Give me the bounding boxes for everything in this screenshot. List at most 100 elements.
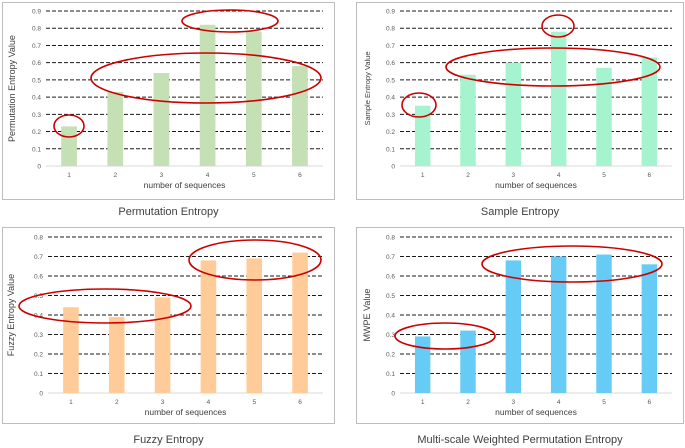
bar-sample-4 [550,31,567,166]
y-axis-title-mwpe: MWPE Value [362,289,372,342]
bar-fuzzy-4 [200,260,217,393]
x-tick-label-permutation: 5 [252,172,256,179]
bar-permutation-2 [107,91,124,166]
x-tick-label-fuzzy: 3 [161,399,165,406]
chart-title-sample: Sample Entropy [480,206,560,218]
y-tick-label-sample: 0.4 [386,95,395,102]
x-axis-title-mwpe: number of sequences [495,407,577,417]
x-tick-label-mwpe: 2 [466,399,470,406]
y-tick-label-sample: 0.2 [386,129,395,136]
y-tick-label-fuzzy: 0.4 [34,313,43,320]
y-tick-label-fuzzy: 0.1 [34,371,43,378]
y-tick-label-sample: 0.1 [386,146,395,153]
bar-fuzzy-2 [108,316,125,393]
y-tick-label-permutation: 0.7 [32,43,41,50]
x-tick-label-permutation: 1 [67,172,71,179]
y-tick-label-fuzzy: 0.6 [34,274,43,281]
x-tick-label-sample: 5 [602,172,606,179]
highlight-ellipse-sample-3 [541,14,575,38]
highlight-ellipse-sample-1 [401,92,437,118]
y-tick-label-fuzzy: 0 [39,391,43,398]
x-tick-label-fuzzy: 2 [115,399,119,406]
x-tick-label-permutation: 4 [206,172,210,179]
bar-fuzzy-5 [246,258,263,393]
y-tick-label-fuzzy: 0.5 [34,293,43,300]
bar-mwpe-1 [414,336,431,393]
highlight-ellipse-permutation-3 [181,9,279,33]
bar-mwpe-5 [596,254,612,393]
x-tick-label-mwpe: 1 [421,399,425,406]
highlight-ellipse-permutation-2 [90,52,322,104]
chart-title-permutation: Permutation Entropy [118,206,219,218]
y-tick-label-mwpe: 0.5 [386,293,395,300]
y-tick-label-fuzzy: 0.7 [34,254,43,261]
y-tick-label-mwpe: 0.4 [386,313,395,320]
x-axis-title-fuzzy: number of sequences [145,407,227,417]
highlight-ellipse-sample-2 [445,47,661,87]
y-tick-label-fuzzy: 0.2 [34,352,43,359]
y-axis-title-fuzzy: Fuzzy Entropy Value [6,274,16,356]
x-tick-label-mwpe: 6 [648,399,652,406]
x-axis-title-permutation: number of sequences [144,180,226,190]
chart-title-mwpe: Multi-scale Weighted Permutation Entropy [417,434,623,446]
x-tick-label-fuzzy: 5 [252,399,256,406]
bar-permutation-5 [245,31,262,166]
y-tick-label-sample: 0.8 [386,26,395,33]
x-tick-label-permutation: 2 [113,172,117,179]
y-tick-label-fuzzy: 0.8 [34,235,43,242]
x-tick-label-mwpe: 5 [602,399,606,406]
y-tick-label-sample: 0.7 [386,43,395,50]
x-tick-label-fuzzy: 1 [69,399,73,406]
highlight-ellipse-fuzzy-1 [18,288,192,324]
y-tick-label-permutation: 0.6 [32,60,41,67]
y-tick-label-permutation: 0.2 [32,129,41,136]
x-axis-title-sample: number of sequences [495,180,577,190]
y-tick-label-sample: 0.5 [386,77,395,84]
x-tick-label-sample: 6 [648,172,652,179]
y-tick-label-sample: 0.3 [386,112,395,119]
bar-sample-3 [505,62,522,166]
bar-permutation-3 [153,73,170,166]
y-tick-label-mwpe: 0.1 [386,371,395,378]
y-tick-label-mwpe: 0 [391,391,395,398]
bar-mwpe-4 [550,256,567,393]
bar-mwpe-6 [641,264,658,393]
y-tick-label-permutation: 0.3 [32,112,41,119]
y-tick-label-permutation: 0 [37,164,41,171]
y-tick-label-sample: 0 [391,164,395,171]
highlight-ellipse-fuzzy-2 [188,239,322,281]
y-tick-label-mwpe: 0.8 [386,235,395,242]
y-tick-label-fuzzy: 0.3 [34,332,43,339]
y-tick-label-permutation: 0.9 [32,9,41,16]
highlight-ellipse-permutation-1 [53,114,85,138]
bar-fuzzy-6 [292,252,308,393]
bar-permutation-1 [61,126,77,166]
y-tick-label-mwpe: 0.7 [386,254,395,261]
bar-sample-1 [414,105,431,166]
y-tick-label-sample: 0.9 [386,9,395,16]
y-tick-label-mwpe: 0.3 [386,332,395,339]
y-axis-title-sample: Sample Entropy Value [363,51,372,125]
x-tick-label-sample: 2 [466,172,470,179]
bar-fuzzy-1 [63,307,79,393]
bar-permutation-4 [199,24,216,167]
bar-permutation-6 [292,66,308,166]
highlight-ellipse-mwpe-2 [481,245,663,283]
chart-title-fuzzy: Fuzzy Entropy [133,434,204,446]
x-tick-label-mwpe: 4 [557,399,561,406]
y-tick-label-sample: 0.6 [386,60,395,67]
x-tick-label-permutation: 6 [298,172,302,179]
bar-sample-2 [460,74,476,166]
bar-mwpe-2 [460,330,476,393]
y-tick-label-permutation: 0.5 [32,77,41,84]
x-tick-label-sample: 3 [512,172,516,179]
x-tick-label-permutation: 3 [160,172,164,179]
y-tick-label-permutation: 0.4 [32,95,41,102]
bar-sample-6 [641,57,658,166]
bar-sample-5 [596,67,612,166]
x-tick-label-fuzzy: 6 [298,399,302,406]
y-tick-label-permutation: 0.1 [32,146,41,153]
x-tick-label-fuzzy: 4 [207,399,211,406]
x-tick-label-sample: 1 [421,172,425,179]
